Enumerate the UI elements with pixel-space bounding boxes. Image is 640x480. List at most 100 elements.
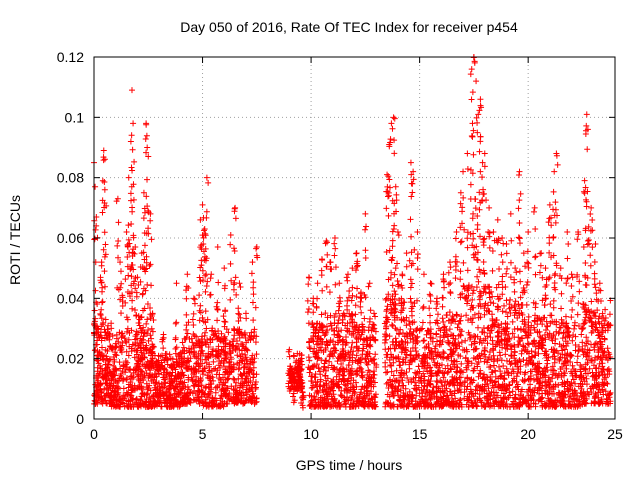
roti-point [314, 320, 321, 327]
roti-point [565, 388, 572, 395]
roti-point [426, 305, 433, 312]
roti-point [339, 319, 346, 326]
roti-point [495, 399, 502, 406]
roti-point [404, 332, 411, 339]
roti-point [481, 403, 488, 410]
roti-point [481, 235, 488, 242]
roti-point [496, 265, 503, 272]
roti-point [489, 382, 496, 389]
roti-point [449, 349, 456, 356]
roti-point [184, 365, 191, 372]
roti-point [235, 310, 242, 317]
roti-point [408, 193, 415, 200]
roti-point [553, 212, 560, 219]
roti-point [498, 330, 505, 337]
roti-point [337, 403, 344, 410]
roti-point [141, 372, 148, 379]
roti-point [387, 381, 394, 388]
roti-point [424, 390, 431, 397]
roti-point [230, 286, 237, 293]
roti-point [427, 402, 434, 409]
roti-point [383, 319, 390, 326]
roti-point [565, 332, 572, 339]
roti-point [133, 328, 140, 335]
roti-point [99, 352, 106, 359]
roti-point [225, 329, 232, 336]
roti-point [99, 344, 106, 351]
roti-point [184, 357, 191, 364]
roti-point [237, 314, 244, 321]
roti-point [563, 365, 570, 372]
roti-point [582, 370, 589, 377]
roti-point [342, 334, 349, 341]
roti-point [570, 396, 577, 403]
roti-point [230, 386, 237, 393]
roti-point [384, 351, 391, 358]
roti-point [569, 293, 576, 300]
roti-point [251, 326, 258, 333]
roti-point [591, 377, 598, 384]
roti-point [481, 150, 488, 157]
roti-point [236, 311, 243, 318]
roti-point [417, 326, 424, 333]
roti-point [553, 260, 560, 267]
roti-point [531, 317, 538, 324]
roti-point [481, 376, 488, 383]
roti-point [144, 386, 151, 393]
roti-point [393, 208, 400, 215]
roti-point [516, 197, 523, 204]
roti-point [224, 395, 231, 402]
roti-point [236, 365, 243, 372]
roti-point [439, 303, 446, 310]
roti-point [543, 383, 550, 390]
roti-point [145, 153, 152, 160]
roti-point [224, 375, 231, 382]
roti-point [439, 294, 446, 301]
roti-point [398, 282, 405, 289]
roti-point [106, 336, 113, 343]
roti-point [227, 241, 234, 248]
roti-point [386, 176, 393, 183]
roti-point [156, 399, 163, 406]
roti-point [452, 275, 459, 282]
roti-point [511, 279, 518, 286]
roti-point [119, 339, 126, 346]
roti-point [247, 395, 254, 402]
roti-point [424, 328, 431, 335]
roti-point [338, 360, 345, 367]
roti-point [409, 319, 416, 326]
roti-point [100, 154, 107, 161]
roti-point [203, 283, 210, 290]
roti-point [190, 331, 197, 338]
roti-point [477, 96, 484, 103]
roti-point [242, 389, 249, 396]
roti-point [239, 384, 246, 391]
roti-point [181, 389, 188, 396]
roti-point [158, 352, 165, 359]
roti-point [465, 358, 472, 365]
roti-point [325, 364, 332, 371]
roti-point [542, 265, 549, 272]
roti-point [152, 380, 159, 387]
roti-point [406, 257, 413, 264]
roti-point [253, 371, 260, 378]
roti-point [246, 385, 253, 392]
roti-point [593, 340, 600, 347]
roti-point [214, 244, 221, 251]
roti-point [440, 395, 447, 402]
roti-point [549, 366, 556, 373]
roti-point [445, 368, 452, 375]
roti-point [558, 370, 565, 377]
roti-point [555, 382, 562, 389]
roti-point [597, 389, 604, 396]
roti-point [408, 299, 415, 306]
roti-point [127, 393, 134, 400]
roti-point [399, 377, 406, 384]
roti-point [587, 262, 594, 269]
roti-point [541, 372, 548, 379]
roti-point [516, 357, 523, 364]
roti-point [205, 369, 212, 376]
roti-point [427, 298, 434, 305]
roti-point [584, 241, 591, 248]
